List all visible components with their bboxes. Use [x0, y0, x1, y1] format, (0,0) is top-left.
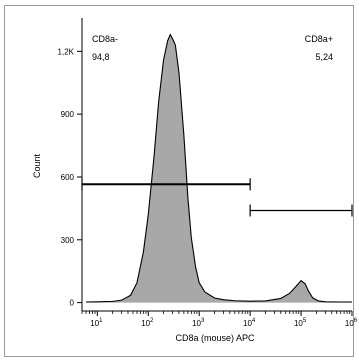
x-tick-label: 106 — [345, 318, 358, 328]
gate-percent-label: 5,24 — [315, 52, 333, 62]
y-axis-title: Count — [32, 154, 42, 179]
x-tick-label: 101 — [90, 318, 103, 328]
y-tick-label: 900 — [61, 110, 75, 119]
histogram-outline — [86, 33, 352, 303]
x-tick-label: 104 — [243, 318, 256, 328]
x-tick-label: 102 — [141, 318, 154, 328]
x-tick-label: 103 — [192, 318, 205, 328]
gate-name-label: CD8a+ — [305, 34, 333, 44]
gate-percent-label: 94,8 — [92, 52, 110, 62]
y-tick-label: 600 — [61, 173, 75, 182]
gate-name-label: CD8a- — [92, 34, 118, 44]
y-tick-label: 0 — [70, 299, 75, 308]
y-tick-label: 300 — [61, 236, 75, 245]
histogram-area — [86, 34, 352, 303]
x-tick-label: 105 — [294, 318, 307, 328]
x-axis-title: CD8a (mouse) APC — [175, 333, 255, 343]
y-tick-label: 1,2K — [58, 47, 75, 56]
